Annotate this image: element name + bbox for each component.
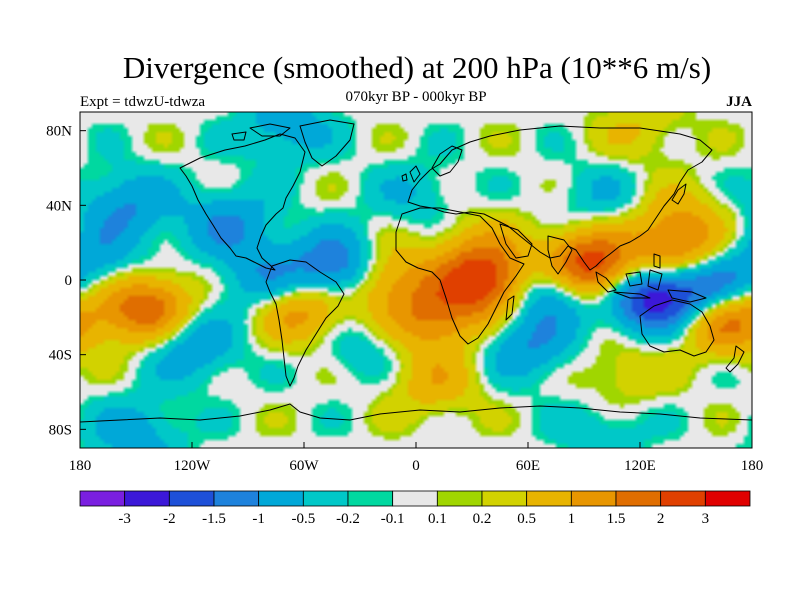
colorbar-swatch [570, 490, 617, 507]
y-tick-label: 80S [49, 422, 72, 438]
coastline-africa [395, 207, 525, 345]
y-tick-label: 40S [49, 348, 72, 364]
period-label: 070kyr BP - 000kyr BP [345, 89, 487, 105]
x-tick-label: 120W [174, 458, 212, 474]
coastline-india [547, 235, 573, 275]
coastline-new-zealand [725, 345, 745, 373]
coastlines [80, 119, 752, 423]
x-tick-label: 60E [516, 458, 540, 474]
colorbar-swatch [660, 490, 706, 507]
coastline-south-america [265, 259, 345, 387]
x-tick-label: 0 [412, 458, 420, 474]
coastline-scandinavia [431, 145, 463, 177]
colorbar-swatch [302, 490, 349, 507]
colorbar-swatch [526, 490, 572, 507]
colorbar-swatch [615, 490, 662, 507]
coastline-british-isles [401, 165, 421, 183]
colorbar-label: 0.2 [473, 511, 492, 527]
colorbar-label: -0.2 [336, 511, 360, 527]
colorbar-label: 1 [568, 511, 576, 527]
colorbar-label: 0.5 [517, 511, 536, 527]
y-tick-label: 0 [65, 273, 73, 289]
chart-title: Divergence (smoothed) at 200 hPa (10**6 … [122, 50, 712, 85]
colorbar-swatch [392, 490, 438, 507]
colorbar-label: -0.5 [291, 511, 315, 527]
colorbar-label: -2 [163, 511, 176, 527]
y-axis-ticks: 80N 40N 0 40S 80S [46, 124, 86, 438]
colorbar-swatch [347, 490, 394, 507]
colorbar-label: 3 [702, 511, 710, 527]
colorbar-label: -3 [118, 511, 131, 527]
y-tick-label: 80N [46, 124, 72, 140]
colorbar-label: 1.5 [607, 511, 626, 527]
coastline-eurasia [407, 125, 713, 271]
x-tick-label: 60W [289, 458, 319, 474]
coastline-maritime-continent [595, 253, 707, 303]
colorbar-swatch [168, 490, 215, 507]
y-tick-label: 40N [46, 198, 72, 214]
colorbar-swatch [213, 490, 260, 507]
colorbar-label: -0.1 [381, 511, 405, 527]
x-axis-ticks: 180 120W 60W 0 60E 120E 180 [69, 442, 764, 474]
coastline-greenland [299, 119, 355, 167]
season-label: JJA [726, 94, 752, 110]
coastline-japan [671, 183, 687, 205]
colorbar-swatch [436, 490, 483, 507]
colorbar-swatch [124, 490, 170, 507]
colorbar-swatch [704, 490, 751, 507]
x-tick-label: 120E [624, 458, 656, 474]
coastline-antarctica [80, 403, 752, 423]
colorbar-swatch [481, 490, 528, 507]
coastline-arctic-islands [231, 123, 291, 141]
colorbar-label: -1 [252, 511, 265, 527]
colorbar-swatch [258, 490, 304, 507]
experiment-label: Expt = tdwzU-tdwza [80, 94, 206, 110]
coastline-australia [639, 299, 715, 357]
colorbar-swatch [79, 490, 126, 507]
coastline-madagascar [505, 295, 515, 321]
divergence-field [80, 112, 752, 448]
colorbar-label: -1.5 [202, 511, 226, 527]
x-tick-label: 180 [69, 458, 92, 474]
coastline-north-america [179, 133, 306, 271]
colorbar-label: 2 [657, 511, 665, 527]
x-tick-label: 180 [741, 458, 764, 474]
colorbar-label: 0.1 [428, 511, 447, 527]
coastline-arabia [499, 223, 533, 259]
